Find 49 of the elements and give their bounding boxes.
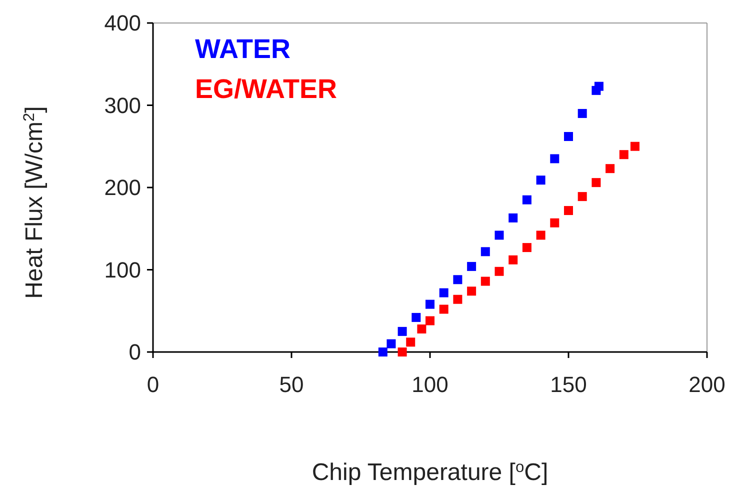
point — [386, 339, 396, 348]
point — [550, 154, 560, 164]
x-tick-label: 200 — [688, 372, 726, 397]
point — [453, 275, 462, 284]
point — [522, 195, 532, 204]
x-axis-title: Chip Temperature [$^{o}$C] — [312, 458, 548, 486]
point — [536, 176, 546, 185]
point — [508, 255, 518, 264]
point — [564, 206, 573, 216]
x-tick-label: 150 — [550, 372, 587, 397]
point — [494, 230, 504, 240]
point — [578, 108, 587, 118]
y-tick-label: 300 — [104, 92, 141, 118]
point — [378, 348, 388, 356]
point — [619, 150, 628, 160]
point — [467, 286, 476, 296]
x-tick-label: 50 — [279, 372, 304, 397]
point — [592, 178, 601, 188]
point — [412, 312, 421, 322]
point — [439, 288, 448, 298]
y-tick-label: 100 — [104, 257, 141, 282]
y-tick-label: 0 — [128, 340, 141, 365]
point — [406, 338, 416, 347]
point — [578, 192, 587, 202]
point — [426, 316, 434, 326]
text: WATER — [195, 34, 290, 64]
point — [453, 294, 462, 304]
text: EG/WATER — [195, 74, 338, 104]
y-tick-label: 200 — [104, 175, 141, 200]
point — [439, 304, 448, 314]
point — [536, 230, 546, 240]
point — [508, 213, 518, 222]
point — [494, 266, 504, 276]
point — [550, 218, 560, 228]
point — [564, 132, 573, 142]
point — [417, 324, 426, 334]
point — [594, 82, 604, 91]
point — [480, 276, 490, 286]
point — [606, 164, 615, 174]
point — [522, 243, 532, 252]
point — [398, 326, 407, 336]
point — [467, 262, 476, 271]
x-tick-label: 100 — [412, 372, 448, 397]
point — [630, 142, 640, 151]
point — [426, 300, 434, 309]
point — [398, 348, 407, 356]
y-tick-label: 400 — [104, 10, 141, 36]
point — [480, 247, 490, 256]
x-tick-label: 0 — [146, 372, 160, 397]
